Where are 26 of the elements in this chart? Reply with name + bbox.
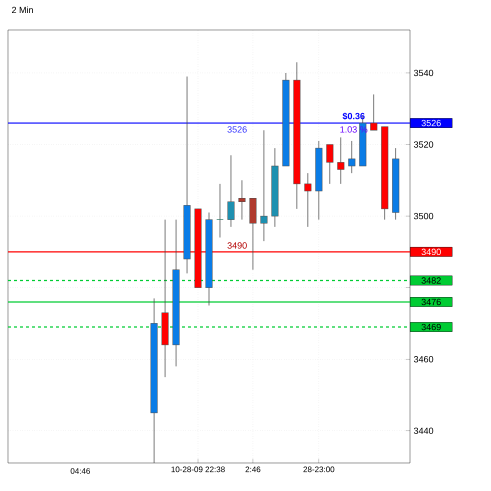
x-tick-label: 28-23:00 [303,466,334,472]
candlestick [304,172,312,228]
annotation: 3490 [227,242,247,249]
text: 04:46 [70,468,90,474]
candlestick [370,94,378,131]
y-tick-label: 3520 [414,141,434,148]
y-tick-label: 3500 [414,212,434,220]
text: 2 Min [12,6,33,14]
ref-line-label: 3490 [422,248,441,256]
candlestick [337,137,344,184]
candlestick [238,180,246,220]
candlestick [326,144,334,184]
ref-line-label: 3526 [422,120,441,126]
y-tick-label: 3460 [414,356,434,362]
annotation: $0.36 [342,112,365,120]
ref-line-label: 3469 [422,324,441,330]
candlestick [227,154,235,228]
ref-line-label: 3482 [422,277,441,284]
y-tick-label: 3440 [414,428,434,434]
candlestick [348,140,356,174]
ref-line-label: 3476 [422,298,441,306]
annotation: 3526 [227,126,247,133]
candlestick [260,130,268,242]
x-tick-label: 2:46 [246,466,260,472]
x-tick-label: 10-28-09 22:38 [171,466,225,472]
y-tick-label: 3540 [414,70,434,76]
